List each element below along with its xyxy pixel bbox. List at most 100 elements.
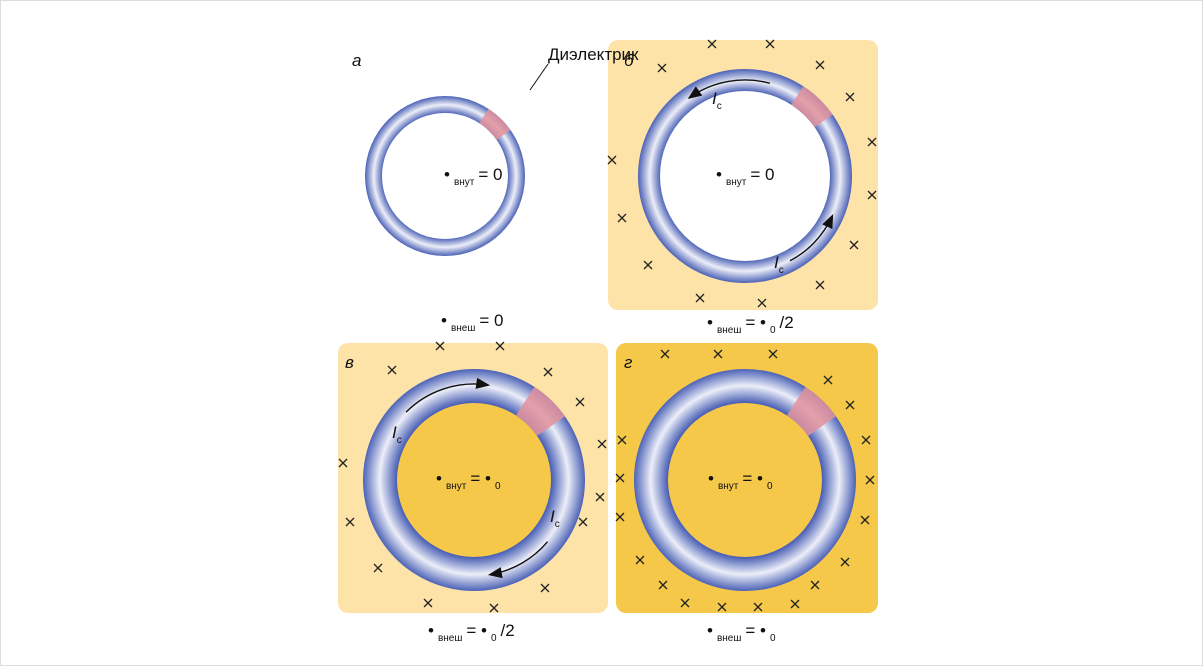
cross <box>617 213 627 223</box>
formula-part: = 0 <box>478 165 502 184</box>
cross <box>695 293 705 303</box>
formula: • внут = 0 <box>716 165 774 188</box>
cross <box>865 475 875 485</box>
current-label: Ic <box>550 507 560 530</box>
dielectric <box>786 386 836 436</box>
formula-subscript: внеш <box>717 633 741 644</box>
panel-label: г <box>624 353 632 372</box>
cross <box>717 602 727 612</box>
current-subscript: c <box>779 265 784 276</box>
current-label: Ic <box>712 89 722 112</box>
cross <box>753 602 763 612</box>
current-subscript: c <box>717 101 722 112</box>
cross <box>660 349 670 359</box>
cross <box>373 563 383 573</box>
formula-subscript: 0 <box>495 481 501 492</box>
panel-label: б <box>624 51 635 70</box>
cross <box>757 298 767 308</box>
cross <box>595 492 605 502</box>
panel-label: в <box>345 353 354 372</box>
formula-subscript: внут <box>718 481 739 492</box>
panel-label: а <box>352 51 361 70</box>
cross <box>810 580 820 590</box>
current-subscript: c <box>397 435 402 446</box>
current-arrow <box>487 541 549 579</box>
formula-subscript: 0 <box>767 481 773 492</box>
current-symbol: I <box>774 253 779 272</box>
formula-part: = • <box>742 469 763 488</box>
formula: • внеш = 0 <box>441 311 503 334</box>
dielectric <box>479 108 511 140</box>
formula-subscript: внут <box>446 481 467 492</box>
cross <box>635 555 645 565</box>
cross <box>823 375 833 385</box>
current-symbol: I <box>392 423 397 442</box>
cross <box>840 557 850 567</box>
cross <box>435 341 445 351</box>
cross <box>543 367 553 377</box>
ring-inside <box>668 403 822 557</box>
formula: • внут = • 0 <box>436 469 501 492</box>
cross <box>815 60 825 70</box>
cross <box>713 349 723 359</box>
formula-part: • <box>707 313 713 332</box>
formula-part: = 0 <box>750 165 774 184</box>
cross <box>860 515 870 525</box>
cross <box>790 599 800 609</box>
formula-subscript: внут <box>726 177 747 188</box>
cross <box>867 190 877 200</box>
current-symbol: I <box>550 507 555 526</box>
cross <box>765 39 775 49</box>
cross <box>615 473 625 483</box>
formula-subscript: 0 <box>770 633 776 644</box>
cross <box>658 580 668 590</box>
cross <box>617 435 627 445</box>
dielectric-label: Диэлектрик <box>548 45 639 64</box>
formula-part: • <box>441 311 447 330</box>
current-arrow <box>687 79 771 99</box>
cross <box>489 603 499 613</box>
cross <box>495 341 505 351</box>
formula-subscript: внеш <box>451 323 475 334</box>
formula: • внут = 0 <box>444 165 502 188</box>
cross <box>597 439 607 449</box>
formula: • внеш = • 0 <box>707 621 776 644</box>
formula-part: • <box>707 621 713 640</box>
formula-part: • <box>708 469 714 488</box>
formula: • внеш = • 0/2 <box>707 313 794 336</box>
cross <box>540 583 550 593</box>
formula-subscript: 0 <box>491 633 497 644</box>
formula-part: = • <box>466 621 487 640</box>
formula-part: /2 <box>501 621 515 640</box>
formula-part: • <box>436 469 442 488</box>
formula-part: = 0 <box>479 311 503 330</box>
cross <box>845 400 855 410</box>
formula-subscript: внеш <box>438 633 462 644</box>
cross <box>768 349 778 359</box>
formula: • внут = • 0 <box>708 469 773 492</box>
formula-part: = • <box>745 313 766 332</box>
leader-line <box>529 63 549 91</box>
cross <box>607 155 617 165</box>
current-subscript: c <box>555 519 560 530</box>
current-arrow <box>405 377 491 413</box>
formula-subscript: внеш <box>717 325 741 336</box>
cross <box>423 598 433 608</box>
cross <box>845 92 855 102</box>
dielectric <box>791 86 833 128</box>
cross <box>657 63 667 73</box>
cross <box>643 260 653 270</box>
current-symbol: I <box>712 89 717 108</box>
cross <box>615 512 625 522</box>
formula-subscript: внут <box>454 177 475 188</box>
cross <box>338 458 348 468</box>
formula-part: = • <box>470 469 491 488</box>
formula-part: /2 <box>780 313 794 332</box>
cross <box>815 280 825 290</box>
current-label: Ic <box>774 253 784 276</box>
cross <box>387 365 397 375</box>
formula-part: • <box>444 165 450 184</box>
cross <box>578 517 588 527</box>
ring-inside <box>382 113 508 239</box>
